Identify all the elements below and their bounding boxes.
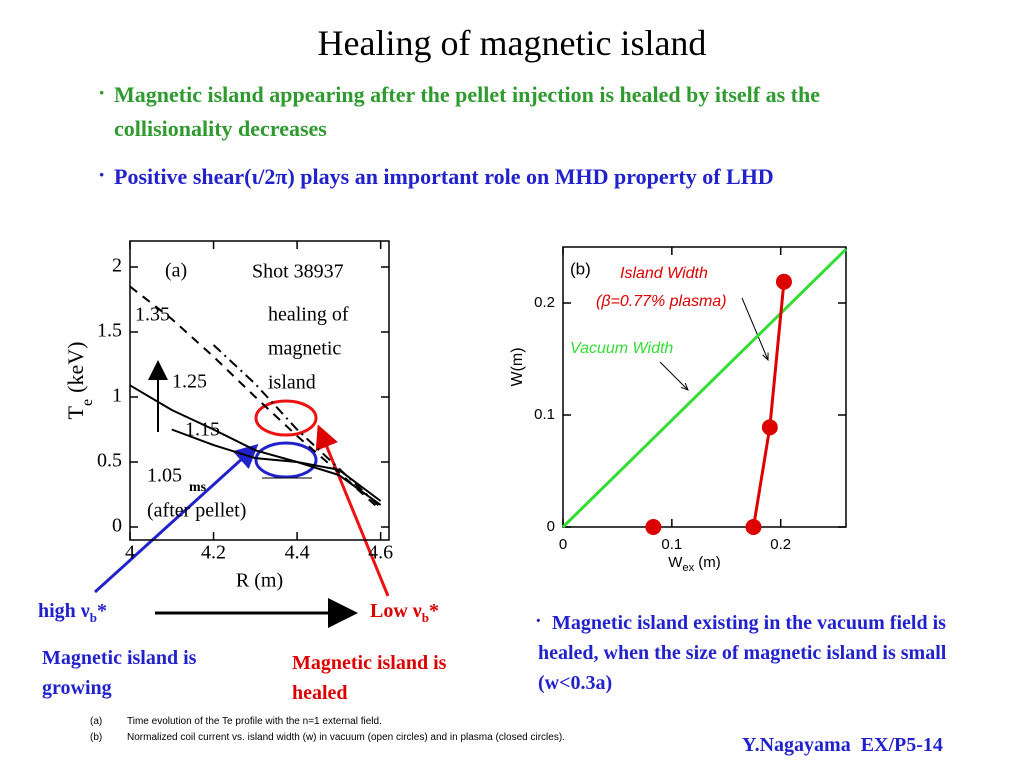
x-axis-label: Wex (m) [668,554,721,574]
author: Y.Nagayama EX/P5-14 [742,734,943,756]
label: high ν [38,600,90,622]
y-axis-label: W(m) [509,347,526,386]
footnote-tag: (b) [90,732,103,743]
series-label: Vacuum Width [570,340,673,357]
x-tick-label: 0 [559,536,567,553]
data-point [775,273,792,290]
annotation: magnetic [268,338,341,360]
y-axis-label: Te (keV) [63,342,96,420]
series-label: 1.05 [147,465,182,487]
footnote: Time evolution of the Te profile with th… [127,716,382,727]
x-tick-label: 0.1 [661,536,682,553]
y-tick-label: 1 [112,385,122,407]
decoration [93,297,768,628]
plot-frame [562,246,847,528]
y-tick-label: 0.2 [534,294,555,311]
x-tick-label: 0.2 [770,536,791,553]
data-point [761,419,778,436]
annotation: (β=0.77% plasma) [596,293,727,310]
low-collisionality: Low νb* [370,594,439,635]
annotation: (b) [570,259,591,278]
x-axis-label: R (m) [236,570,283,592]
y-tick-label: 0.1 [534,406,555,423]
annotation: island [268,372,316,394]
series-line [129,285,382,511]
data-point [745,519,762,535]
chart: 4 4.2 4.4 4.6 0 0.5 1 1.5 2 R (m) Te (keV) (a) Shot 3… [63,240,393,592]
star: * [428,600,439,622]
bullet: Positive shear(ι/2π) plays an important … [114,164,774,189]
unit: (keV) [63,342,88,393]
series-line [212,344,382,509]
chart: 0 0.1 0.2 0 0.1 0.2 Wex (m) W(m) (b) (β=0.77% plas… [509,246,848,574]
bullet-mark: · [535,610,542,632]
series-line [129,384,382,502]
high-collisionality: high νb* [38,594,107,635]
title: Healing of magnetic island [317,23,707,63]
annotation: (after pellet) [147,500,246,522]
series-line [171,428,382,506]
annotation: ms [189,480,207,495]
star: * [96,600,107,622]
subscript: ex [682,562,694,574]
footnote-tag: (a) [90,716,103,727]
series-line [752,281,786,528]
note: Magnetic island is healed [292,652,447,704]
bullet-mark: · [98,162,106,187]
data-point [645,519,662,535]
label: T [63,405,88,419]
label: W [668,554,683,571]
series-label: 1.35 [135,304,170,326]
subscript: b [89,610,97,625]
series-label: 1.15 [185,419,220,441]
bullet-mark: · [98,80,106,105]
unit: (m) [698,554,721,571]
x-tick-label: 4.6 [368,542,393,564]
series-label: Island Width [620,265,708,282]
annotation: (a) [165,260,187,282]
x-tick-label: 4.4 [285,542,310,564]
y-tick-label: 2 [112,255,122,277]
subscript: b [421,610,429,625]
plot-frame [129,240,390,541]
bullet: Magnetic island appearing after the pell… [114,82,820,141]
y-tick-label: 1.5 [97,320,122,342]
x-tick-label: 4.2 [201,542,226,564]
note: Magnetic island is growing [42,647,197,699]
bullet: Magnetic island existing in the vacuum f… [538,612,947,694]
series-label: 1.25 [172,371,207,393]
footnote: Normalized coil current vs. island width… [127,732,565,743]
y-tick-label: 0.5 [97,450,122,472]
annotation: healing of [268,304,349,326]
x-tick-label: 4 [125,542,135,564]
y-tick-label: 0 [112,515,122,537]
y-tick-label: 0 [547,518,555,535]
subscript: e [79,399,96,406]
annotation: Shot 38937 [252,261,344,283]
series-line [561,248,848,529]
label: Low ν [370,600,422,622]
